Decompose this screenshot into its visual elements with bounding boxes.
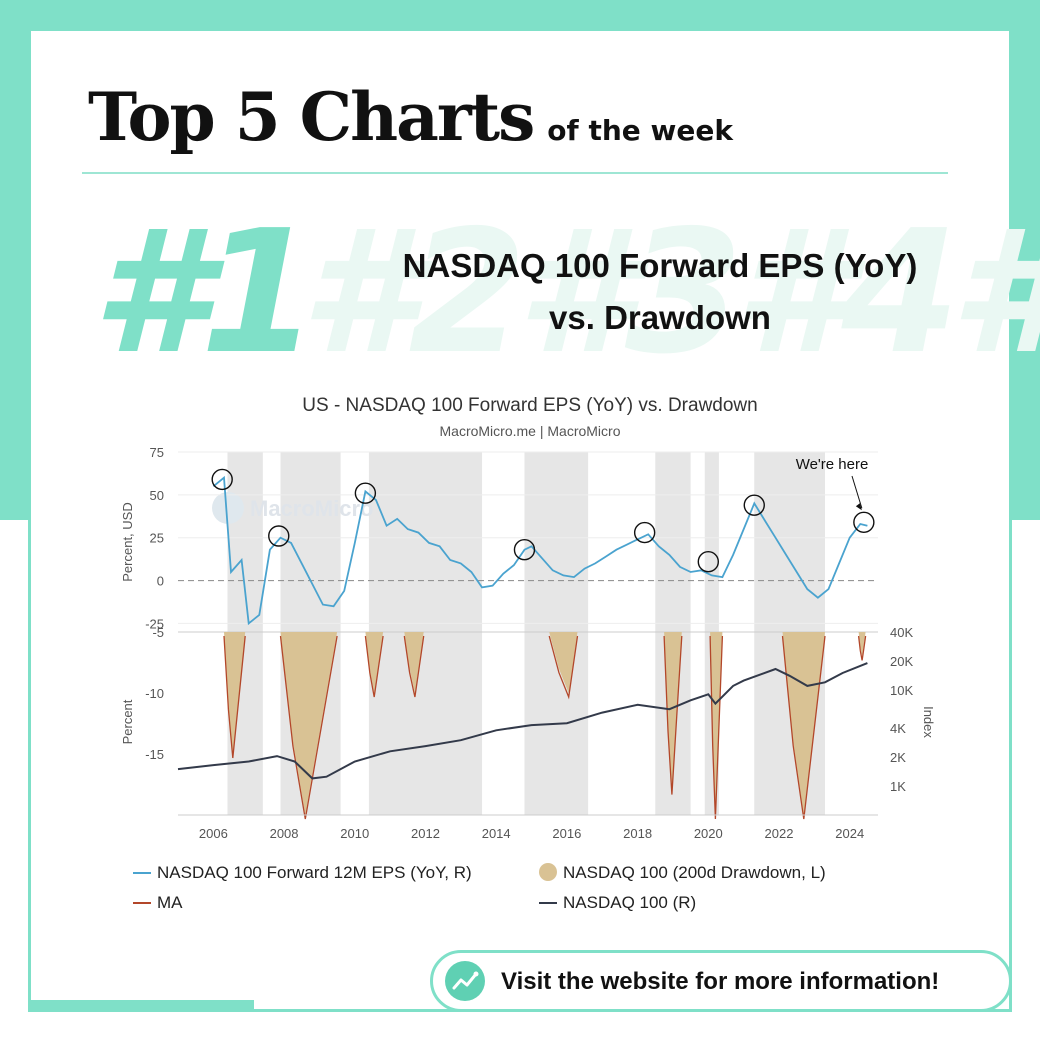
shaded-period <box>368 452 483 815</box>
drawdown-area <box>404 632 424 693</box>
drawdown-area <box>224 632 246 754</box>
x-tick-label: 2022 <box>765 826 794 841</box>
chart-headline-line-1: NASDAQ 100 Forward EPS (YoY) <box>402 247 918 284</box>
legend-label-eps: NASDAQ 100 Forward 12M EPS (YoY, R) <box>157 863 472 882</box>
y-tick-label-left: -5 <box>152 625 164 640</box>
highlight-circle <box>513 539 536 561</box>
ghost-rank-numbers: #2#3#4# <box>300 194 1040 392</box>
y-axis-label-right: Index <box>921 706 936 738</box>
eps-yoy-line <box>212 475 868 626</box>
annotation-arrow <box>851 475 863 509</box>
legend-label-drawdown: NASDAQ 100 (200d Drawdown, L) <box>563 863 826 882</box>
y-tick-label-left: -15 <box>145 747 164 762</box>
rank-number: #1 <box>92 194 319 392</box>
ma-line <box>548 635 579 700</box>
y-tick-label-top: 0 <box>157 574 164 589</box>
chart-headline: NASDAQ 100 Forward EPS (YoY) vs. Drawdow… <box>320 240 1000 344</box>
x-tick-label: 2006 <box>199 826 228 841</box>
drawdown-area <box>664 632 682 791</box>
nasdaq-index-line <box>177 662 868 780</box>
y-tick-label-right: 20K <box>890 654 913 669</box>
visit-website-button[interactable]: Visit the website for more information! <box>430 950 1012 1012</box>
ma-line <box>223 635 246 759</box>
highlight-circle <box>211 468 233 491</box>
x-tick-label: 2018 <box>623 826 652 841</box>
ma-line <box>279 635 338 820</box>
highlight-circle <box>697 551 720 573</box>
x-tick-label: 2008 <box>270 826 299 841</box>
highlight-circle <box>633 521 656 544</box>
legend-swatch-drawdown <box>539 863 557 881</box>
x-tick-label: 2014 <box>482 826 511 841</box>
x-tick-label: 2020 <box>694 826 723 841</box>
legend-label-nasdaq: NASDAQ 100 (R) <box>563 893 696 912</box>
y-tick-label-right: 4K <box>890 721 906 736</box>
y-tick-label-right: 40K <box>890 625 913 640</box>
content-card <box>28 28 1012 1012</box>
y-tick-label-right: 10K <box>890 683 913 698</box>
ma-line <box>857 635 867 661</box>
y-tick-label-top: 50 <box>150 488 164 503</box>
legend-label-ma: MA <box>157 893 183 912</box>
x-tick-label: 2010 <box>340 826 369 841</box>
y-tick-label-top: 75 <box>150 445 164 460</box>
annotation-arrowhead <box>855 503 862 511</box>
drawdown-area <box>365 632 384 693</box>
x-tick-label: 2012 <box>411 826 440 841</box>
ma-line <box>403 635 425 698</box>
bottom-accent-strip <box>28 1000 254 1012</box>
heading-divider <box>82 172 948 174</box>
ma-line <box>663 635 683 795</box>
y-tick-label-top: 25 <box>150 531 164 546</box>
drawdown-area <box>280 632 338 815</box>
drawdown-area <box>549 632 578 693</box>
chart-headline-line-2: vs. Drawdown <box>549 299 771 336</box>
y-tick-label-left: -10 <box>145 686 164 701</box>
y-tick-label-right: 1K <box>890 779 906 794</box>
y-axis-label-top: Percent, USD <box>120 502 135 581</box>
page-subtitle: of the week <box>547 114 733 147</box>
annotation-label: We're here <box>796 456 869 473</box>
page-heading: Top 5 Charts of the week <box>88 78 733 156</box>
x-tick-label: 2024 <box>835 826 864 841</box>
watermark-logo-icon <box>212 492 244 524</box>
page-title: Top 5 Charts <box>88 78 535 156</box>
chart-subtitle: MacroMicro.me | MacroMicro <box>440 423 621 439</box>
watermark-text: MacroMicro <box>250 496 373 521</box>
ma-line <box>364 635 384 698</box>
chart-title: US - NASDAQ 100 Forward EPS (YoY) vs. Dr… <box>302 395 757 416</box>
y-tick-label-right: 2K <box>890 750 906 765</box>
ma-line <box>709 635 724 820</box>
y-axis-label-left: Percent <box>120 699 135 744</box>
highlight-circle <box>743 494 765 516</box>
drawdown-area <box>710 632 723 815</box>
visit-website-label: Visit the website for more information! <box>501 968 940 995</box>
highlight-circle <box>354 482 377 504</box>
chart-trend-icon <box>445 961 485 1001</box>
highlight-circle <box>853 511 875 533</box>
x-tick-label: 2016 <box>552 826 581 841</box>
y-tick-label-top: -25 <box>145 616 164 631</box>
highlight-circle <box>268 525 290 547</box>
ma-line <box>781 635 826 820</box>
drawdown-area <box>858 632 866 657</box>
